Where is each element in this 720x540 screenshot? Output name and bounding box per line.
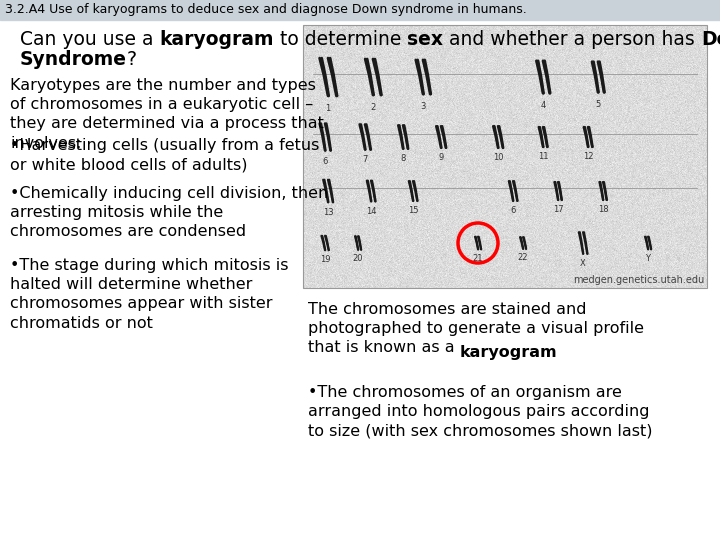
Text: 18: 18 (598, 205, 608, 214)
Text: and whether a person has: and whether a person has (444, 30, 701, 49)
Text: The chromosomes are stained and
photographed to generate a visual profile
that i: The chromosomes are stained and photogra… (308, 302, 644, 355)
Text: sex: sex (408, 30, 444, 49)
Text: that is known as a: that is known as a (308, 345, 460, 360)
Text: ?: ? (127, 50, 137, 69)
Text: to determine: to determine (274, 30, 408, 49)
Text: 6: 6 (510, 206, 516, 215)
Text: 11: 11 (538, 152, 548, 161)
Text: X: X (580, 259, 586, 268)
Text: 2: 2 (370, 103, 376, 112)
Text: •The stage during which mitosis is
halted will determine whether
chromosomes app: •The stage during which mitosis is halte… (10, 258, 289, 330)
Bar (303, 25, 707, 288)
Text: 3: 3 (420, 102, 426, 111)
Text: 9: 9 (438, 153, 444, 162)
Text: 6: 6 (323, 157, 328, 165)
Text: 19: 19 (320, 255, 330, 264)
Text: 15: 15 (408, 206, 418, 215)
Text: 8: 8 (400, 154, 405, 163)
Text: •Chemically inducing cell division, then
arresting mitosis while the
chromosomes: •Chemically inducing cell division, then… (10, 186, 328, 239)
Text: 10: 10 (492, 153, 503, 162)
Text: 21: 21 (473, 254, 483, 262)
Text: 1: 1 (325, 104, 330, 113)
Text: 13: 13 (323, 208, 333, 217)
Text: Syndrome: Syndrome (20, 50, 127, 69)
Text: Karyotypes are the number and types
of chromosomes in a eukaryotic cell –
they a: Karyotypes are the number and types of c… (10, 78, 324, 151)
Text: Can you use a: Can you use a (20, 30, 160, 49)
Text: 3.2.A4 Use of karyograms to deduce sex and diagnose Down syndrome in humans.: 3.2.A4 Use of karyograms to deduce sex a… (5, 3, 527, 17)
Text: 20: 20 (353, 254, 364, 263)
Text: 22: 22 (518, 253, 528, 262)
Text: •Harvesting cells (usually from a fetus
or white blood cells of adults): •Harvesting cells (usually from a fetus … (10, 138, 320, 172)
Text: 12: 12 (582, 152, 593, 161)
Text: 14: 14 (366, 207, 377, 215)
Text: 17: 17 (553, 205, 563, 214)
Text: 5: 5 (595, 100, 600, 109)
Text: medgen.genetics.utah.edu: medgen.genetics.utah.edu (572, 275, 704, 285)
Text: •The chromosomes of an organism are
arranged into homologous pairs according
to : •The chromosomes of an organism are arra… (308, 385, 652, 438)
Bar (0, 0, 720, 20)
Text: Y: Y (646, 254, 650, 262)
Text: karyogram: karyogram (160, 30, 274, 49)
Text: karyogram: karyogram (460, 345, 557, 360)
Text: Down: Down (701, 30, 720, 49)
Text: 7: 7 (362, 156, 368, 164)
Text: 4: 4 (541, 101, 546, 110)
